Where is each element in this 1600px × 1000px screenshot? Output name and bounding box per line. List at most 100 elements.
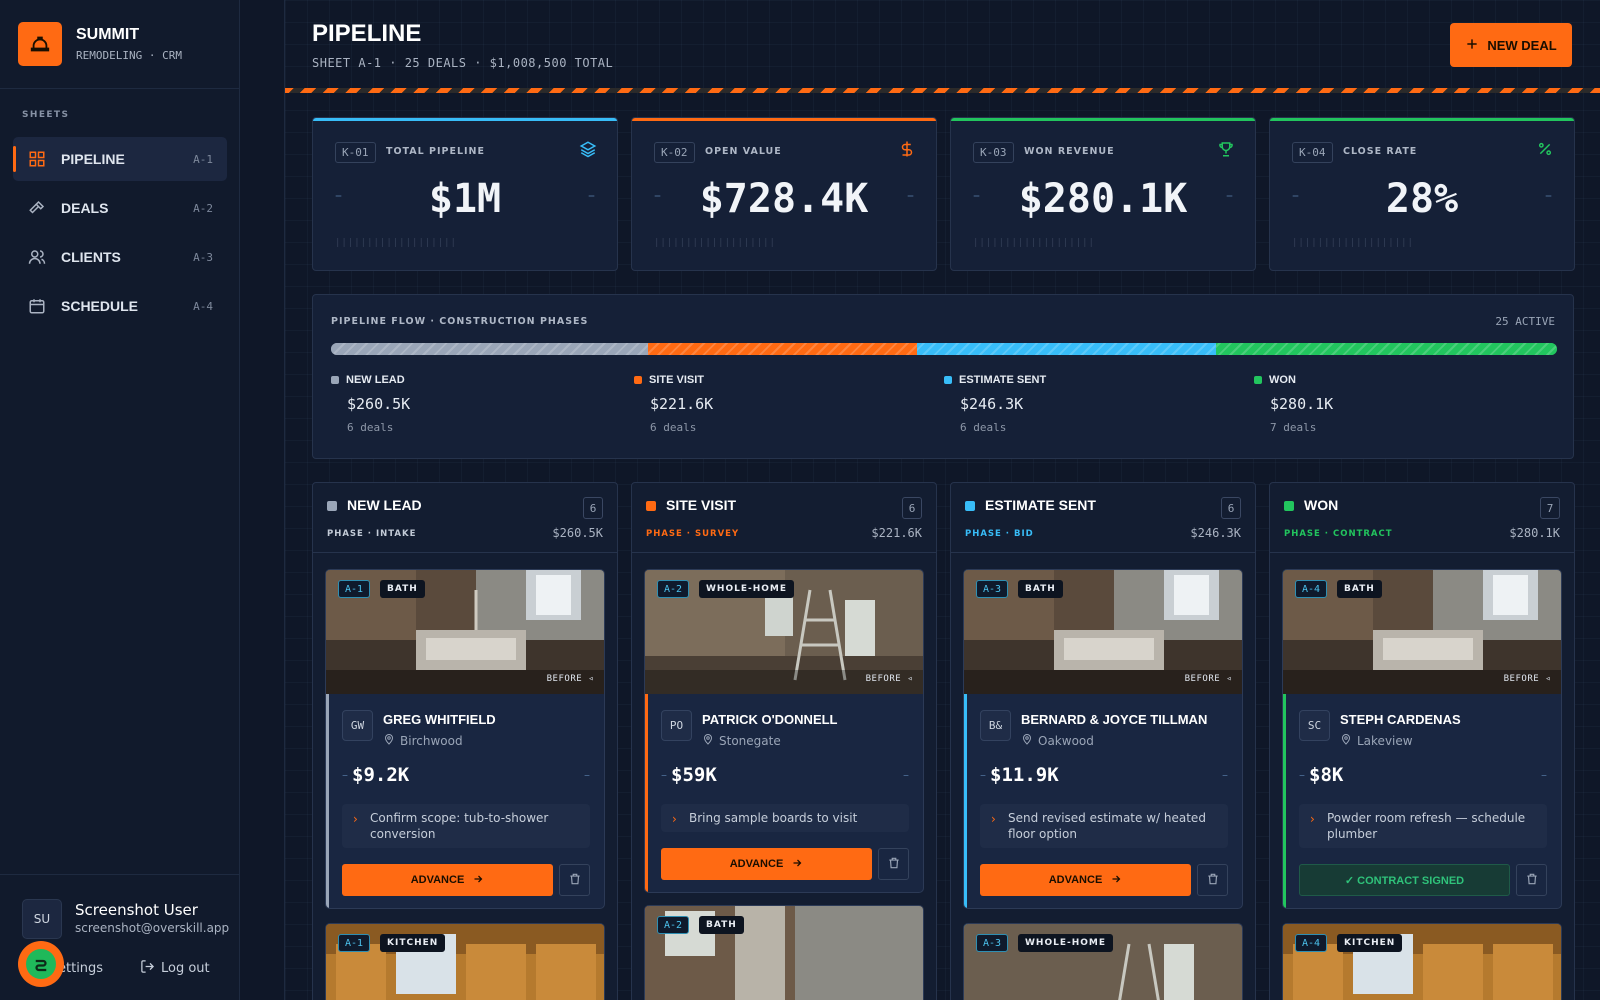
delete-button[interactable] <box>559 864 590 896</box>
client-name: PATRICK O'DONNELL <box>702 712 838 727</box>
kpi-code: K-02 <box>654 142 695 163</box>
kpi-dash-right: – <box>1545 188 1552 204</box>
kpi-accent <box>951 118 1255 121</box>
arrow-right-icon <box>472 873 484 888</box>
kpi-value: 28% <box>1385 176 1459 222</box>
column-header: NEW LEAD 6 PHASE · INTAKE $260.5K <box>313 483 617 553</box>
calendar-icon <box>27 296 47 316</box>
delete-button[interactable] <box>1516 864 1547 896</box>
kpi-label: CLOSE RATE <box>1343 146 1418 157</box>
column-name: WON <box>1304 497 1339 513</box>
column-header: WON 7 PHASE · CONTRACT $280.1K <box>1270 483 1574 553</box>
advance-label: ADVANCE <box>729 858 784 870</box>
kpi-value: $728.4K <box>699 176 869 222</box>
plus-icon <box>1465 37 1479 54</box>
deal-card[interactable]: A-1 BATH BEFORE ◃ GW GREG WHITFIELD Birc… <box>325 569 605 909</box>
sidebar-item-deals[interactable]: DEALS A-2 <box>13 186 227 230</box>
stage-name: WON <box>1269 374 1296 386</box>
kpi-code: K-04 <box>1292 142 1333 163</box>
sidebar-item-clients[interactable]: CLIENTS A-3 <box>13 235 227 279</box>
kpi-dash-left: – <box>335 188 342 204</box>
advance-button[interactable]: ADVANCE <box>661 848 872 880</box>
assistant-fab-button[interactable] <box>18 941 64 987</box>
card-code-badge: A-1 <box>338 934 371 952</box>
flow-stage-won[interactable]: WON $280.1K 7 deals <box>1254 374 1333 434</box>
kpi-dash-right: – <box>1226 188 1233 204</box>
kitchen-photo: A-1 KITCHEN <box>326 924 604 1000</box>
card-accent <box>645 570 648 892</box>
note-text: Confirm scope: tub-to-shower conversion <box>370 811 549 841</box>
kpi-close-rate: K-04 CLOSE RATE – 28% – ||||||||||||||||… <box>1269 117 1575 271</box>
next-step-note: › Confirm scope: tub-to-shower conversion <box>342 804 590 848</box>
kpi-value: $1M <box>428 176 502 222</box>
sidebar-item-label: DEALS <box>61 200 109 216</box>
flow-segment-new-lead <box>331 343 648 355</box>
pipeline-flow-panel: PIPELINE FLOW · CONSTRUCTION PHASES 25 A… <box>312 294 1574 459</box>
advance-button[interactable]: ADVANCE <box>980 864 1191 896</box>
deal-card[interactable]: A-2 WHOLE-HOME BEFORE ◃ PO PATRICK O'DON… <box>644 569 924 893</box>
trash-icon <box>1525 871 1539 890</box>
flow-stage-new-lead[interactable]: NEW LEAD $260.5K 6 deals <box>331 374 410 434</box>
new-deal-button[interactable]: NEW DEAL <box>1450 23 1572 67</box>
card-code-badge: A-4 <box>1295 934 1328 952</box>
column-phase: PHASE · SURVEY <box>646 529 740 539</box>
client-location: Birchwood <box>400 733 463 748</box>
client-row: GW GREG WHITFIELD Birchwood <box>342 710 496 748</box>
amount-dash: – <box>1541 768 1547 782</box>
kpi-label: OPEN VALUE <box>705 146 782 157</box>
flow-stage-site-visit[interactable]: SITE VISIT $221.6K 6 deals <box>634 374 713 434</box>
card-type-badge: WHOLE-HOME <box>1018 934 1114 952</box>
column-total: $221.6K <box>871 526 922 540</box>
client-name: GREG WHITFIELD <box>383 712 496 727</box>
amount-dash: – <box>1222 768 1228 782</box>
sidebar-item-code: A-4 <box>193 299 213 313</box>
deal-card[interactable]: A-1 KITCHEN <box>325 923 605 1000</box>
kpi-code: K-01 <box>335 142 376 163</box>
client-avatar: PO <box>661 710 692 741</box>
card-code-badge: A-2 <box>657 916 690 934</box>
flow-segment-estimate-sent <box>917 343 1217 355</box>
deal-card[interactable]: A-4 KITCHEN <box>1282 923 1562 1000</box>
delete-button[interactable] <box>878 848 909 880</box>
column-estimate-sent: ESTIMATE SENT 6 PHASE · BID $246.3K A-3 … <box>950 482 1256 1000</box>
column-count: 6 <box>583 497 603 519</box>
kpi-open-value: K-02 OPEN VALUE – $728.4K – ||||||||||||… <box>631 117 937 271</box>
sidebar-item-label: SCHEDULE <box>61 298 139 314</box>
kpi-dash-left: – <box>1292 188 1299 204</box>
users-icon <box>27 247 47 267</box>
bathroom-photo: A-4 BATH BEFORE ◃ <box>1283 570 1561 694</box>
sidebar-item-pipeline[interactable]: PIPELINE A-1 <box>13 137 227 181</box>
deal-card[interactable]: A-3 BATH BEFORE ◃ B& BERNARD & JOYCE TIL… <box>963 569 1243 909</box>
delete-button[interactable] <box>1197 864 1228 896</box>
advance-button[interactable]: ADVANCE <box>342 864 553 896</box>
trophy-icon <box>1217 140 1235 158</box>
avatar[interactable]: SU <box>22 899 62 939</box>
brand[interactable]: SUMMIT REMODELING · CRM <box>0 0 239 89</box>
user-name: Screenshot User <box>75 901 198 919</box>
amount-dash: – <box>661 768 667 782</box>
card-type-badge: KITCHEN <box>380 934 446 952</box>
card-type-badge: BATH <box>699 916 744 934</box>
logout-link[interactable]: Log out <box>140 959 210 978</box>
brand-name: SUMMIT <box>76 26 140 43</box>
deal-card[interactable]: A-4 BATH BEFORE ◃ SC STEPH CARDENAS Lake… <box>1282 569 1562 909</box>
kpi-accent <box>313 118 617 121</box>
deal-card[interactable]: A-2 BATH <box>644 905 924 1000</box>
sidebar-item-schedule[interactable]: SCHEDULE A-4 <box>13 284 227 328</box>
chevron-right-icon: › <box>1310 812 1315 826</box>
chevron-right-icon: › <box>672 812 677 826</box>
stage-count: 6 deals <box>960 421 1007 434</box>
flow-stage-estimate-sent[interactable]: ESTIMATE SENT $246.3K 6 deals <box>944 374 1046 434</box>
before-text: BEFORE <box>546 674 583 684</box>
kpi-ticks: ||||||||||||||||||| <box>973 238 1095 248</box>
deal-card[interactable]: A-3 WHOLE-HOME <box>963 923 1243 1000</box>
chevron-right-icon: › <box>353 812 358 826</box>
settings-link[interactable]: ettings <box>58 961 104 976</box>
sidebar-item-label: CLIENTS <box>61 249 121 265</box>
sidebar-item-code: A-1 <box>193 152 213 166</box>
column-name: ESTIMATE SENT <box>985 497 1096 513</box>
card-type-badge: KITCHEN <box>1337 934 1403 952</box>
arrow-right-icon <box>1110 873 1122 888</box>
location-pin-icon <box>1021 733 1033 748</box>
